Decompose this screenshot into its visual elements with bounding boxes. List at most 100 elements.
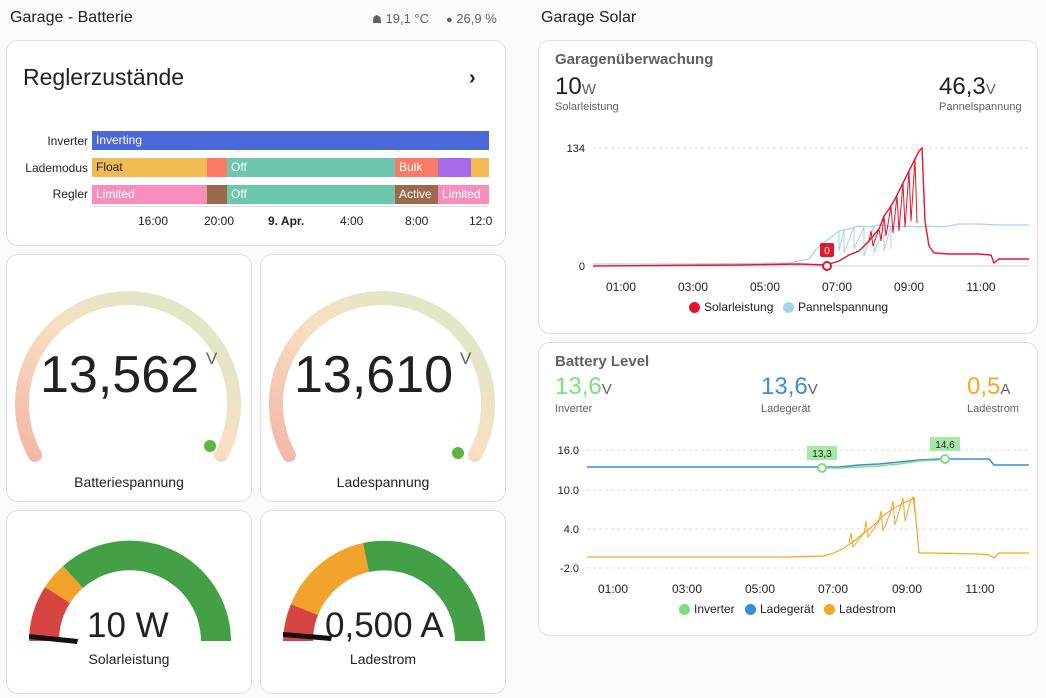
needle-gauge-name: Ladestrom — [349, 651, 417, 667]
x-tick: 01:00 — [598, 582, 628, 596]
battery-chart-card: Battery Level 13,6V Inverter 13,6V Ladeg… — [538, 342, 1038, 636]
legend-dot — [824, 603, 835, 615]
timeline-segment-lademodus-2[interactable] — [207, 158, 227, 177]
annotation-label: 13,3 — [812, 449, 832, 460]
legend-label: Solarleistung — [704, 300, 774, 314]
solar-chart-card: Garagenüberwachung 10W Solarleistung 46,… — [538, 40, 1038, 334]
legend-dot — [689, 301, 700, 313]
x-tick: 09:00 — [892, 582, 922, 596]
stat-unit: A — [1000, 381, 1011, 398]
stat-solarleistung[interactable]: 10W — [555, 73, 596, 101]
battery-line-chart[interactable]: 16.0 10.0 4.0 -2.0 13,3 14,6 01:00 03:00… — [539, 343, 1038, 636]
legend-item-ladegeraet[interactable]: Ladegerät — [745, 602, 814, 616]
gauge-value: 13,562 — [40, 346, 200, 404]
solar-line-chart[interactable]: 134 0 0 01:00 03:00 05:00 07:00 09:00 11… — [539, 41, 1038, 334]
series-inverter — [819, 459, 940, 469]
legend-label: Ladegerät — [760, 602, 815, 616]
legend-item-solarleistung[interactable]: Solarleistung — [689, 300, 773, 314]
legend-label: Ladestrom — [839, 602, 896, 616]
stat-unit: V — [601, 381, 612, 398]
gauge-name: Batteriespannung — [74, 474, 184, 490]
timeline-segment-float[interactable]: Float — [92, 158, 207, 177]
y-tick: 10.0 — [558, 485, 579, 497]
x-tick: 11:00 — [966, 280, 995, 294]
timeline-segment-lademodus-6[interactable] — [471, 158, 489, 177]
stat-ladegeraet[interactable]: 13,6V — [761, 373, 818, 401]
series-pannelspannung-spikes — [838, 225, 892, 257]
needle-gauge-value: 10 W — [87, 606, 169, 645]
x-tick: 11:00 — [965, 582, 994, 596]
y-tick: 4.0 — [564, 524, 579, 536]
annotation-marker — [940, 454, 950, 464]
x-tick: 05:00 — [745, 582, 775, 596]
series-pannelspannung — [593, 223, 1029, 265]
gauge-indicator — [450, 445, 466, 461]
timeline-segment-bulk[interactable]: Bulk — [395, 158, 438, 177]
gauge-arc — [15, 291, 241, 462]
series-ladestrom-spikes — [848, 495, 916, 549]
gauge-arc — [269, 291, 495, 462]
annotation-marker — [822, 261, 832, 271]
x-tick: 07:00 — [818, 582, 848, 596]
stat-inverter[interactable]: 13,6V — [555, 373, 612, 401]
x-tick: 03:00 — [672, 582, 702, 596]
annotation-marker — [817, 463, 827, 473]
legend-item-pannelspannung[interactable]: Pannelspannung — [783, 300, 888, 314]
gauge-unit: V — [206, 349, 218, 368]
series-solarleistung — [592, 146, 1029, 267]
x-tick: 07:00 — [822, 280, 852, 294]
gauge-needle — [29, 634, 78, 644]
needle-gauge — [29, 540, 231, 644]
stat-unit: V — [985, 81, 996, 98]
timeline-segment-lademodus-5[interactable] — [438, 158, 471, 177]
gauge-card-ladespannung[interactable]: 13,610 V Ladespannung — [260, 254, 506, 502]
stat-label: Pannelspannung — [939, 101, 1022, 113]
timeline-axis — [92, 206, 489, 207]
stat-label: Solarleistung — [555, 101, 619, 113]
gauge-indicator — [202, 438, 218, 454]
annotation-badge — [820, 243, 834, 257]
legend-dot — [745, 603, 756, 615]
x-tick: 05:00 — [750, 280, 780, 294]
legend-label: Pannelspannung — [798, 300, 889, 314]
needle-gauge-value: 0,500 A — [325, 606, 444, 645]
legend-item-ladestrom[interactable]: Ladestrom — [824, 602, 896, 616]
needle-gauge — [283, 540, 485, 641]
needle-gauge-card-solarleistung[interactable]: 10 W Solarleistung — [6, 510, 252, 694]
legend-label: Inverter — [694, 602, 735, 616]
timeline-tick: 8:00 — [405, 214, 429, 228]
stat-ladestrom[interactable]: 0,5A — [967, 373, 1010, 401]
stat-unit: V — [807, 381, 818, 398]
y-tick: 16.0 — [558, 445, 579, 457]
series-ladegeraet — [587, 458, 1029, 468]
gauge-unit: V — [460, 349, 472, 368]
timeline-segment-inverting[interactable]: Inverting — [92, 131, 489, 150]
card-title: Battery Level — [555, 353, 650, 370]
timeline-segment-limited[interactable]: Limited — [92, 185, 207, 204]
humidity-badge[interactable]: ● 26,9 % — [446, 11, 497, 26]
stat-label: Ladestrom — [967, 403, 1019, 415]
timeline-row-label-regler: Regler — [52, 187, 88, 201]
stat-unit: W — [581, 81, 596, 98]
home-thermometer-icon: ☗ — [372, 14, 382, 26]
annotation-badge — [807, 446, 837, 460]
needle-gauge-card-ladestrom[interactable]: 0,500 A Ladestrom — [260, 510, 506, 694]
humidity-value: 26,9 % — [456, 11, 497, 26]
timeline-title: Reglerzustände — [23, 64, 185, 90]
timeline-segment-regler-off[interactable]: Off — [227, 185, 395, 204]
chevron-right-icon[interactable]: › — [469, 67, 476, 89]
timeline-segment-active[interactable]: Active — [395, 185, 438, 204]
stat-pannelspannung[interactable]: 46,3V — [939, 73, 996, 101]
legend-item-inverter[interactable]: Inverter — [679, 602, 735, 616]
temperature-value: 19,1 °C — [385, 11, 430, 26]
stat-value: 10 — [555, 73, 582, 100]
stat-label: Inverter — [555, 403, 593, 415]
timeline-segment-regler-2[interactable] — [207, 185, 227, 204]
timeline-segment-off[interactable]: Off — [227, 158, 395, 177]
series-solarleistung-spikes — [868, 158, 918, 247]
gauge-card-batteriespannung[interactable]: 13,562 V Batteriespannung — [6, 254, 252, 502]
annotation-label: 14,6 — [935, 440, 955, 451]
timeline-segment-limited-2[interactable]: Limited — [438, 185, 489, 204]
series-ladestrom — [587, 497, 1029, 559]
temperature-badge[interactable]: ☗ 19,1 °C — [372, 11, 429, 26]
